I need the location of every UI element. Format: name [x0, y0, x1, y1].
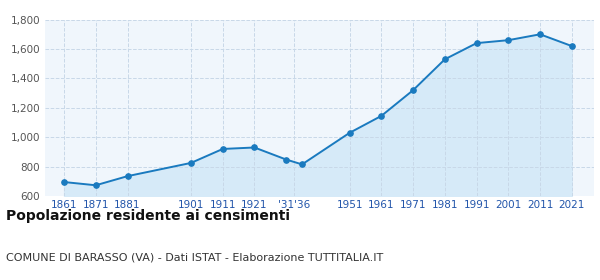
Text: COMUNE DI BARASSO (VA) - Dati ISTAT - Elaborazione TUTTITALIA.IT: COMUNE DI BARASSO (VA) - Dati ISTAT - El… — [6, 252, 383, 262]
Text: Popolazione residente ai censimenti: Popolazione residente ai censimenti — [6, 209, 290, 223]
